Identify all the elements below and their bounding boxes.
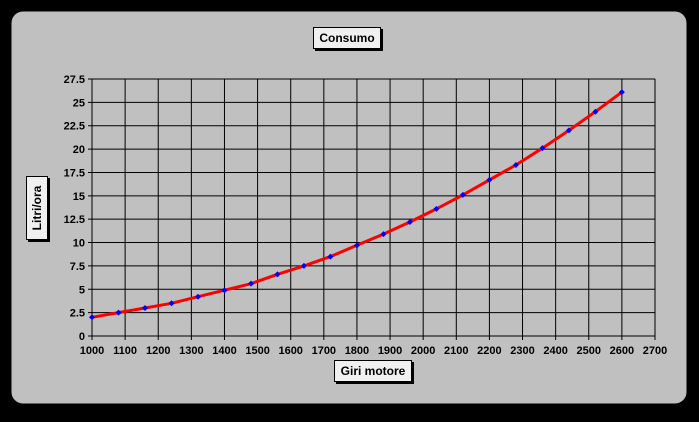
data-point-marker	[327, 253, 334, 260]
data-point-marker	[274, 271, 281, 278]
x-tick-label: 2300	[510, 345, 534, 357]
x-tick-label: 2200	[477, 345, 501, 357]
x-tick-label: 1700	[312, 345, 336, 357]
x-tick-label: 1600	[278, 345, 302, 357]
x-tick-label: 1100	[113, 345, 137, 357]
data-markers	[89, 89, 625, 321]
y-tick-label: 2.5	[70, 308, 85, 320]
x-tick-label: 2400	[543, 345, 567, 357]
data-point-marker	[618, 89, 625, 96]
data-point-marker	[459, 191, 466, 198]
y-axis-title-text: Litri/ora	[30, 185, 44, 231]
data-point-marker	[168, 300, 175, 307]
x-tick-label: 1200	[146, 345, 170, 357]
x-tick-label: 2600	[610, 345, 634, 357]
x-tick-labels: 1000 1100 1200 1300 1400 1500 1600 1700 1800 1900…	[80, 345, 667, 357]
y-axis-title: Litri/ora	[26, 176, 48, 240]
data-point-marker	[512, 161, 519, 168]
x-tick-label: 1000	[80, 345, 104, 357]
x-gridlines	[91, 79, 656, 340]
y-tick-label: 25	[73, 97, 85, 109]
data-point-marker	[247, 280, 254, 287]
data-point-marker	[89, 314, 95, 321]
y-tick-label: 20	[73, 144, 85, 156]
y-tick-label: 7.5	[70, 261, 85, 273]
data-point-marker	[592, 108, 599, 115]
data-point-marker	[433, 205, 440, 212]
x-tick-label: 1800	[345, 345, 369, 357]
data-point-marker	[300, 262, 307, 269]
x-tick-label: 2000	[411, 345, 435, 357]
data-point-marker	[380, 231, 387, 238]
y-gridlines	[88, 78, 655, 337]
x-axis-title: Giri motore	[334, 360, 412, 382]
x-tick-label: 2700	[643, 345, 667, 357]
x-tick-label: 1400	[212, 345, 236, 357]
data-point-marker	[194, 293, 201, 300]
y-tick-label: 17.5	[64, 167, 85, 179]
y-tick-label: 10	[73, 238, 85, 250]
data-point-marker	[565, 127, 572, 134]
chart-title: Consumo	[313, 27, 381, 49]
y-tick-label: 5	[79, 284, 85, 296]
data-point-marker	[486, 176, 493, 183]
y-tick-label: 0	[79, 331, 85, 343]
x-tick-label: 1300	[179, 345, 203, 357]
y-tick-label: 22.5	[64, 121, 85, 133]
data-point-marker	[115, 309, 122, 316]
data-point-marker	[539, 145, 546, 152]
x-tick-label: 1500	[245, 345, 269, 357]
data-point-marker	[353, 242, 360, 249]
y-tick-label: 27.5	[64, 74, 85, 86]
y-tick-label: 12.5	[64, 214, 85, 226]
x-tick-label: 2500	[577, 345, 601, 357]
data-point-marker	[406, 218, 413, 225]
y-tick-labels: 0 2.5 5 7.5 10 12.5 15 17.5 20 22.5 25 27.5	[64, 74, 85, 343]
y-tick-label: 15	[73, 191, 85, 203]
x-tick-label: 1900	[378, 345, 402, 357]
plot-area	[91, 78, 656, 337]
data-point-marker	[141, 304, 148, 311]
data-point-marker	[221, 287, 228, 294]
x-tick-label: 2100	[444, 345, 468, 357]
